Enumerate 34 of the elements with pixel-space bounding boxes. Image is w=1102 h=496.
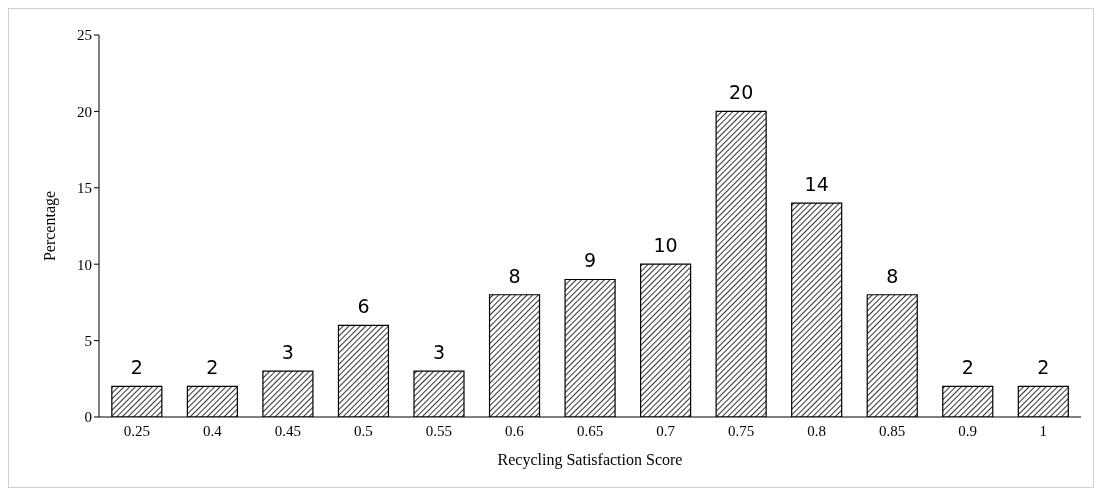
- data-label: 6: [357, 295, 370, 318]
- x-tick-label: 0.6: [505, 422, 525, 439]
- data-label: 20: [729, 81, 754, 104]
- y-tick-label: 15: [77, 180, 92, 197]
- x-tick-label: 0.9: [958, 422, 978, 439]
- y-tick-label: 25: [77, 27, 92, 44]
- data-label: 9: [584, 249, 597, 272]
- data-label: 2: [206, 356, 219, 379]
- data-label: 14: [804, 173, 829, 196]
- x-tick-label: 0.65: [576, 422, 604, 439]
- x-tick-label: 0.75: [727, 422, 755, 439]
- data-label: 2: [1037, 356, 1050, 379]
- x-tick-label: 0.4: [202, 422, 223, 439]
- x-tick-label: 1: [1039, 422, 1047, 439]
- x-axis-title: Recycling Satisfaction Score: [497, 451, 683, 469]
- x-tick-label: 0.7: [656, 422, 676, 439]
- y-tick-label: 20: [77, 103, 92, 120]
- data-label: 10: [653, 234, 678, 257]
- data-label: 3: [432, 341, 446, 364]
- x-tick-label: 0.25: [123, 422, 150, 439]
- data-label: 3: [281, 341, 294, 364]
- y-axis-title: Percentage: [40, 190, 59, 262]
- y-tick-label: 10: [77, 256, 92, 273]
- x-tick-label: 0.8: [807, 422, 826, 439]
- x-tick-label: 0.55: [425, 422, 453, 439]
- x-tick-label: 0.85: [879, 422, 906, 439]
- x-tick-label: 0.5: [354, 422, 373, 439]
- data-label: 2: [130, 356, 143, 379]
- y-tick-label: 0: [84, 409, 92, 426]
- data-label: 8: [886, 264, 899, 287]
- x-tick-label: 0.45: [274, 422, 301, 439]
- data-label: 2: [961, 356, 974, 379]
- data-label: 8: [508, 264, 521, 287]
- y-tick-label: 5: [84, 332, 92, 349]
